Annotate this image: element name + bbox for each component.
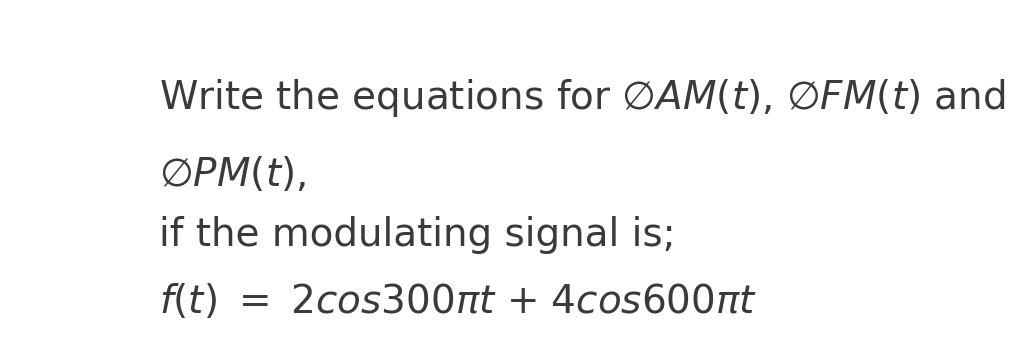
Text: if the modulating signal is;: if the modulating signal is; xyxy=(159,216,676,254)
Text: $\it{f(t)}$ $=$ $\it{2cos}$$300$$\it{\pi t}$ $+$ $\it{4cos}$$600$$\it{\pi t}$: $\it{f(t)}$ $=$ $\it{2cos}$$300$$\it{\pi… xyxy=(159,282,757,321)
Text: Write the equations for $\it{\varnothing}$$\it{AM(t)}$, $\it{\varnothing}$$\it{F: Write the equations for $\it{\varnothing… xyxy=(159,77,1005,119)
Text: $\it{\varnothing}$$\it{PM(t)}$,: $\it{\varnothing}$$\it{PM(t)}$, xyxy=(159,155,306,193)
